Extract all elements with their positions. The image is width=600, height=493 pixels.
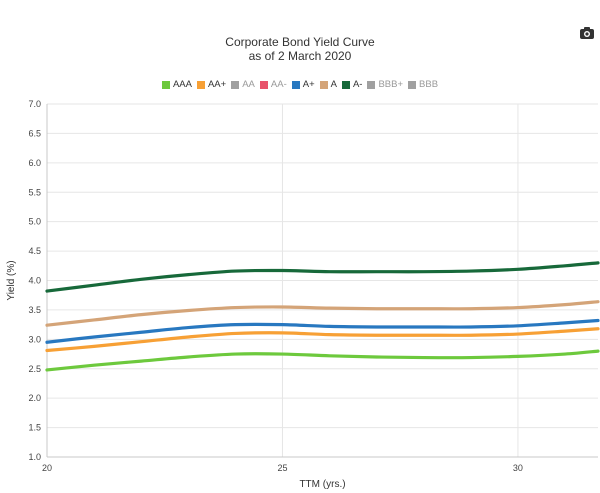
legend-swatch xyxy=(291,80,300,89)
y-tick-label: 1.0 xyxy=(28,452,41,462)
y-tick-label: 2.5 xyxy=(28,364,41,374)
y-tick-label: 3.5 xyxy=(28,305,41,315)
legend-label: BBB+ xyxy=(378,79,404,90)
legend-item[interactable]: BBB xyxy=(408,79,438,90)
legend-label: AA xyxy=(242,79,255,90)
legend-item[interactable]: BBB+ xyxy=(367,79,403,90)
legend-item[interactable]: AAA xyxy=(161,79,192,90)
legend-label: AA- xyxy=(270,79,287,90)
x-tick-label: 30 xyxy=(513,463,523,473)
series-line-a xyxy=(45,300,600,327)
chart-subtitle: as of 2 March 2020 xyxy=(248,49,352,63)
y-tick-label: 4.0 xyxy=(28,276,41,286)
legend-swatch xyxy=(259,80,268,89)
series-line-aa-minusplus xyxy=(45,327,600,353)
x-tick-label: 20 xyxy=(42,463,52,473)
y-axis-title: Yield (%) xyxy=(6,260,17,300)
legend-label: A- xyxy=(352,79,363,90)
series-line-a-minus xyxy=(45,261,600,293)
legend-swatch xyxy=(341,80,350,89)
y-tick-label: 7.0 xyxy=(28,99,41,109)
legend-item[interactable]: A+ xyxy=(291,79,315,90)
series-line-a-minusplus xyxy=(45,318,600,344)
legend-swatch xyxy=(408,80,417,89)
legend-label: A xyxy=(330,79,337,90)
y-tick-label: 4.5 xyxy=(28,246,41,256)
x-tick-label: 25 xyxy=(277,463,287,473)
legend-label: AA+ xyxy=(207,79,227,90)
legend-item[interactable]: AA xyxy=(231,79,255,90)
legend-swatch xyxy=(196,80,205,89)
y-tick-label: 2.0 xyxy=(28,393,41,403)
legend-swatch xyxy=(161,80,170,89)
legend-item[interactable]: A xyxy=(319,79,337,90)
series-line-aaa xyxy=(45,349,600,372)
legend-label: A+ xyxy=(302,79,315,90)
legend-item[interactable]: AA+ xyxy=(196,79,227,90)
legend-swatch xyxy=(319,80,328,89)
legend-label: AAA xyxy=(172,79,192,90)
y-tick-label: 5.5 xyxy=(28,187,41,197)
legend-item[interactable]: A- xyxy=(341,79,363,90)
chart-title: Corporate Bond Yield Curve xyxy=(225,35,375,49)
camera-icon[interactable] xyxy=(578,25,596,41)
y-tick-label: 6.0 xyxy=(28,158,41,168)
y-tick-label: 1.5 xyxy=(28,423,41,433)
legend-swatch xyxy=(367,80,376,89)
y-tick-label: 3.0 xyxy=(28,334,41,344)
legend-label: BBB xyxy=(419,79,439,90)
y-tick-label: 6.5 xyxy=(28,128,41,138)
legend-item[interactable]: AA- xyxy=(259,79,287,90)
x-axis-title: TTM (yrs.) xyxy=(299,479,345,490)
chart-legend: AAA AA+ AA AA- A+ A A- BBB+ BBB xyxy=(0,79,600,90)
legend-swatch xyxy=(231,80,240,89)
y-tick-label: 5.0 xyxy=(28,217,41,227)
